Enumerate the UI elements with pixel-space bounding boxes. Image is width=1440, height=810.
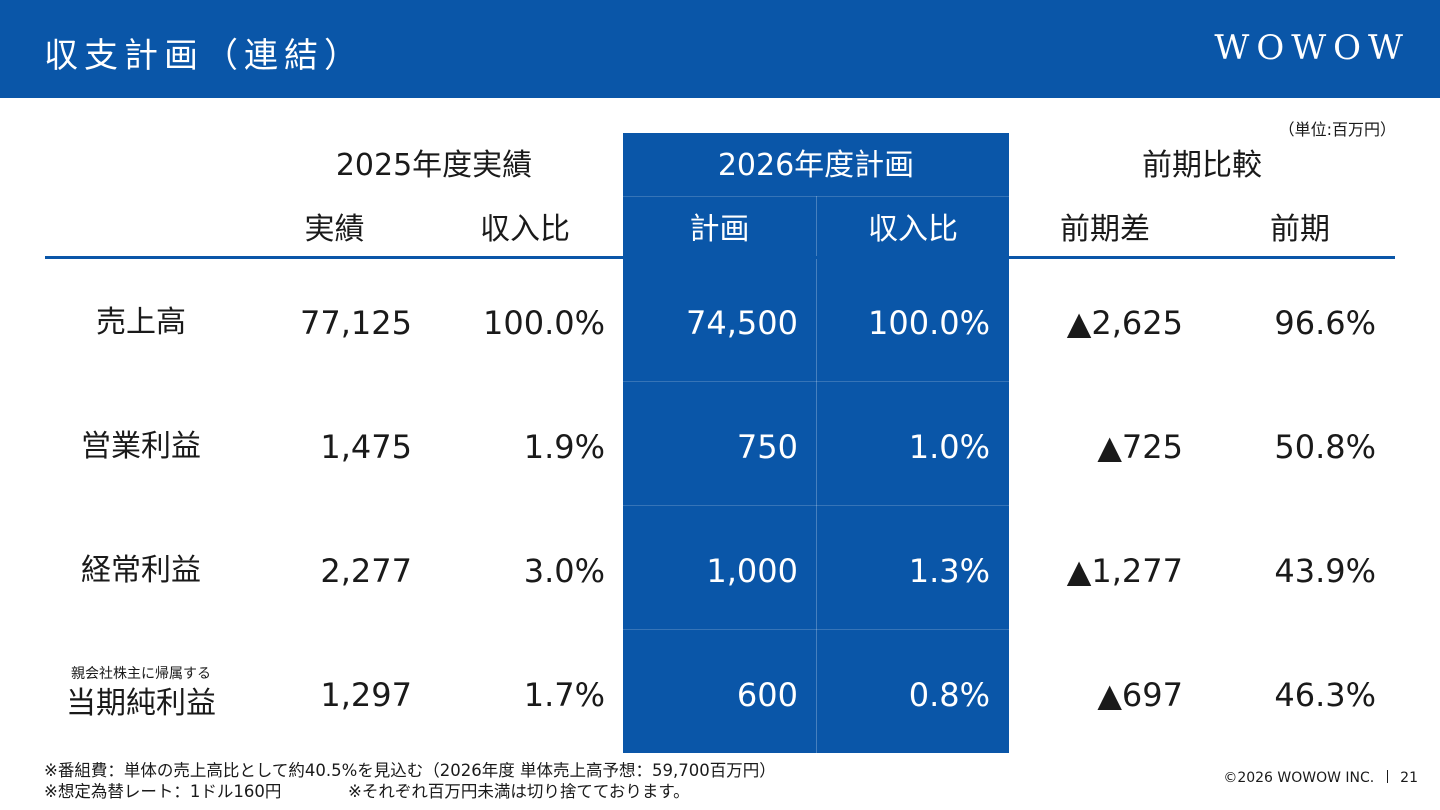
plan-column-divider bbox=[816, 196, 817, 753]
plan-row-divider bbox=[623, 629, 1009, 630]
column-header-plan: 計画 bbox=[689, 212, 750, 247]
group-header-comparison: 前期比較 bbox=[1142, 148, 1262, 183]
column-header-yoy-ratio: 前期 bbox=[1270, 212, 1330, 247]
table-cell: 43.9% bbox=[1274, 552, 1376, 590]
table-cell: 1.7% bbox=[523, 676, 605, 714]
plan-row-divider bbox=[623, 505, 1009, 506]
page-title: 収支計画（連結） bbox=[44, 36, 364, 76]
column-header-plan-revenue-ratio: 収入比 bbox=[868, 212, 958, 247]
row-label-operating-income: 営業利益 bbox=[81, 429, 201, 464]
table-cell: 600 bbox=[736, 676, 798, 714]
table-cell: 2,277 bbox=[320, 552, 412, 590]
plan-highlight-block bbox=[623, 133, 1009, 753]
table-cell: 0.8% bbox=[908, 676, 990, 714]
plan-row-divider bbox=[623, 381, 1009, 382]
table-cell: 1.0% bbox=[908, 428, 990, 466]
table-cell: 750 bbox=[736, 428, 798, 466]
row-label-net-income: 当期純利益 bbox=[66, 686, 216, 721]
row-label-ordinary-income: 経常利益 bbox=[81, 553, 201, 588]
footnote-rounding: ※それぞれ百万円未満は切り捨てております。 bbox=[348, 782, 690, 801]
table-cell: 74,500 bbox=[686, 304, 798, 342]
wowow-logo: WOWOW bbox=[1214, 28, 1410, 68]
group-header-2025-actual: 2025年度実績 bbox=[335, 148, 533, 183]
table-cell: 50.8% bbox=[1274, 428, 1376, 466]
plan-row-divider bbox=[623, 196, 1009, 197]
group-header-2026-plan: 2026年度計画 bbox=[717, 148, 915, 183]
table-cell: 1.9% bbox=[523, 428, 605, 466]
table-cell: 3.0% bbox=[523, 552, 605, 590]
row-label-net-income-prefix: 親会社株主に帰属する bbox=[71, 666, 211, 682]
column-header-revenue-ratio: 収入比 bbox=[480, 212, 570, 247]
copyright-footer: ©2026 WOWOW INC. 21 bbox=[1223, 770, 1418, 786]
footer-separator bbox=[1386, 770, 1388, 783]
table-cell: ▲2,625 bbox=[1066, 304, 1183, 342]
page-number: 21 bbox=[1400, 770, 1418, 786]
footnote-exchange-rate: ※想定為替レート：1ドル160円 bbox=[44, 782, 282, 801]
header-bar: 収支計画（連結） WOWOW bbox=[0, 0, 1440, 98]
column-header-yoy-diff: 前期差 bbox=[1060, 212, 1150, 247]
table-cell: 1.3% bbox=[908, 552, 990, 590]
table-cell: 1,297 bbox=[320, 676, 412, 714]
table-cell: 100.0% bbox=[867, 304, 990, 342]
table-cell: 100.0% bbox=[482, 304, 605, 342]
table-cell: ▲725 bbox=[1097, 428, 1183, 466]
copyright-text: ©2026 WOWOW INC. bbox=[1223, 770, 1375, 786]
unit-note: （単位:百万円） bbox=[1278, 120, 1396, 139]
header-rule bbox=[45, 256, 1395, 259]
table-cell: 77,125 bbox=[300, 304, 412, 342]
table-cell: 46.3% bbox=[1274, 676, 1376, 714]
table-cell: 96.6% bbox=[1274, 304, 1376, 342]
table-cell: ▲697 bbox=[1097, 676, 1183, 714]
table-cell: 1,475 bbox=[320, 428, 412, 466]
column-header-actual: 実績 bbox=[304, 212, 365, 247]
row-label-net-sales: 売上高 bbox=[96, 305, 186, 340]
table-cell: 1,000 bbox=[706, 552, 798, 590]
footnote-program-cost: ※番組費：単体の売上高比として約40.5%を見込む（2026年度 単体売上高予想… bbox=[44, 761, 776, 780]
table-cell: ▲1,277 bbox=[1066, 552, 1183, 590]
